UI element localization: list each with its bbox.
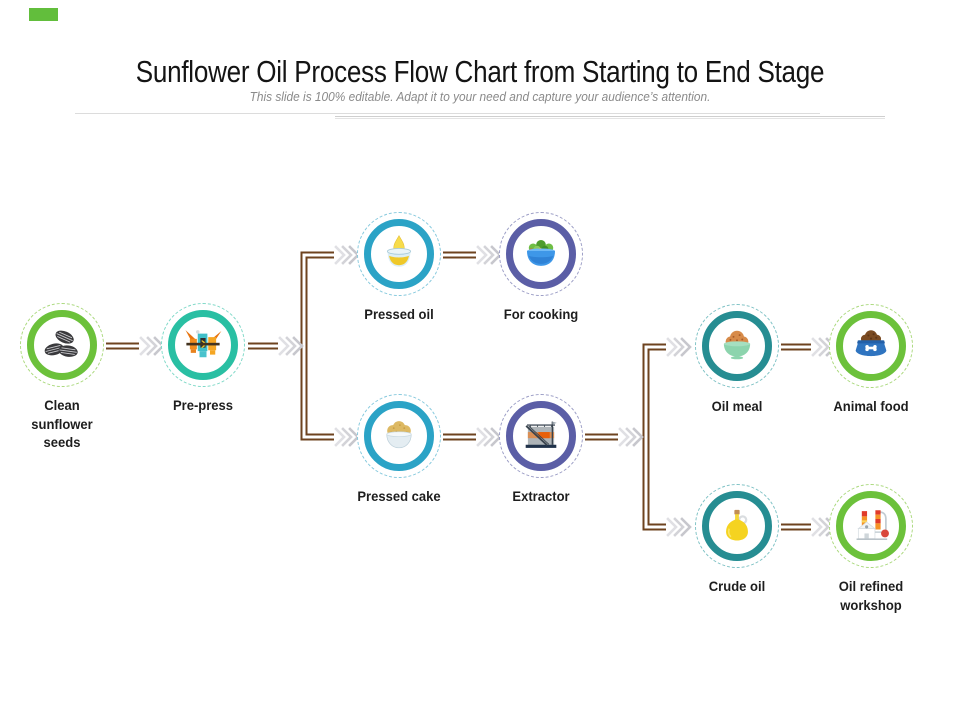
node-label: Pressed cake: [357, 488, 441, 504]
slide-subtitle: This slide is 100% editable. Adapt it to…: [249, 90, 711, 104]
node-for-cooking[interactable]: For cooking: [476, 212, 606, 324]
node-label: Pressed oil: [364, 306, 434, 322]
chevron-arrow-icon: [618, 427, 644, 447]
node-label: Crude oil: [708, 578, 766, 594]
node-dashed-halo: [829, 484, 913, 568]
chevron-arrow-icon: [666, 517, 692, 537]
node-dashed-halo: [499, 212, 583, 296]
chevron-arrow-icons: [139, 245, 837, 537]
node-dashed-halo: [499, 394, 583, 478]
node-ring: [506, 219, 576, 289]
node-animal-food[interactable]: Animal food: [806, 304, 936, 416]
slide-accent-mark: [29, 8, 58, 21]
node-ring: [364, 401, 434, 471]
node-dashed-halo: [695, 304, 779, 388]
node-pre-press[interactable]: Pre-press: [138, 303, 268, 415]
node-label: Animal food: [833, 398, 909, 414]
node-crude-oil[interactable]: Crude oil: [672, 484, 802, 596]
node-oil-meal[interactable]: Oil meal: [672, 304, 802, 416]
node-dashed-halo: [357, 212, 441, 296]
node-label: Oil refined workshop: [838, 578, 904, 613]
node-label: Oil meal: [711, 398, 763, 414]
slide-title: Sunflower Oil Process Flow Chart from St…: [135, 54, 825, 89]
header-divider: [75, 113, 820, 114]
node-label: Clean sunflower seeds: [31, 397, 93, 451]
node-dashed-halo: [357, 394, 441, 478]
node-pressed-cake[interactable]: Pressed cake: [334, 394, 464, 506]
node-ring: [702, 311, 772, 381]
node-oil-refined-workshop[interactable]: Oil refined workshop: [806, 484, 936, 614]
pet-bowl-icon: [855, 330, 887, 357]
node-clean-sunflower-seeds[interactable]: Clean sunflower seeds: [0, 303, 127, 452]
chevron-arrow-icon: [278, 336, 304, 356]
press-machine-icon: [185, 330, 222, 358]
node-ring: [702, 491, 772, 561]
node-dashed-halo: [829, 304, 913, 388]
node-ring: [836, 491, 906, 561]
node-pressed-oil[interactable]: Pressed oil: [334, 212, 464, 324]
header-divider-shadow-2: [335, 118, 885, 119]
node-ring: [364, 219, 434, 289]
sunflower-seeds-icon: [44, 330, 78, 357]
extractor-tank-icon: [525, 421, 557, 448]
node-dashed-halo: [161, 303, 245, 387]
node-ring: [506, 401, 576, 471]
node-ring: [836, 311, 906, 381]
salad-bowl-icon: [527, 240, 555, 266]
meal-bowl-icon: [723, 330, 751, 360]
header-divider-shadow: [335, 116, 885, 117]
chevron-arrow-icon: [666, 337, 692, 357]
node-label: Extractor: [512, 488, 570, 504]
connector-pipes: [106, 251, 811, 531]
node-dashed-halo: [20, 303, 104, 387]
oil-bowl-icon: [386, 235, 412, 267]
node-ring: [168, 310, 238, 380]
node-dashed-halo: [695, 484, 779, 568]
refinery-icon: [856, 510, 889, 540]
cake-bowl-icon: [386, 421, 412, 449]
node-label: Pre-press: [172, 397, 234, 413]
oil-bottle-icon: [726, 509, 748, 541]
node-ring: [27, 310, 97, 380]
node-label: For cooking: [503, 306, 579, 322]
node-extractor[interactable]: Extractor: [476, 394, 606, 506]
